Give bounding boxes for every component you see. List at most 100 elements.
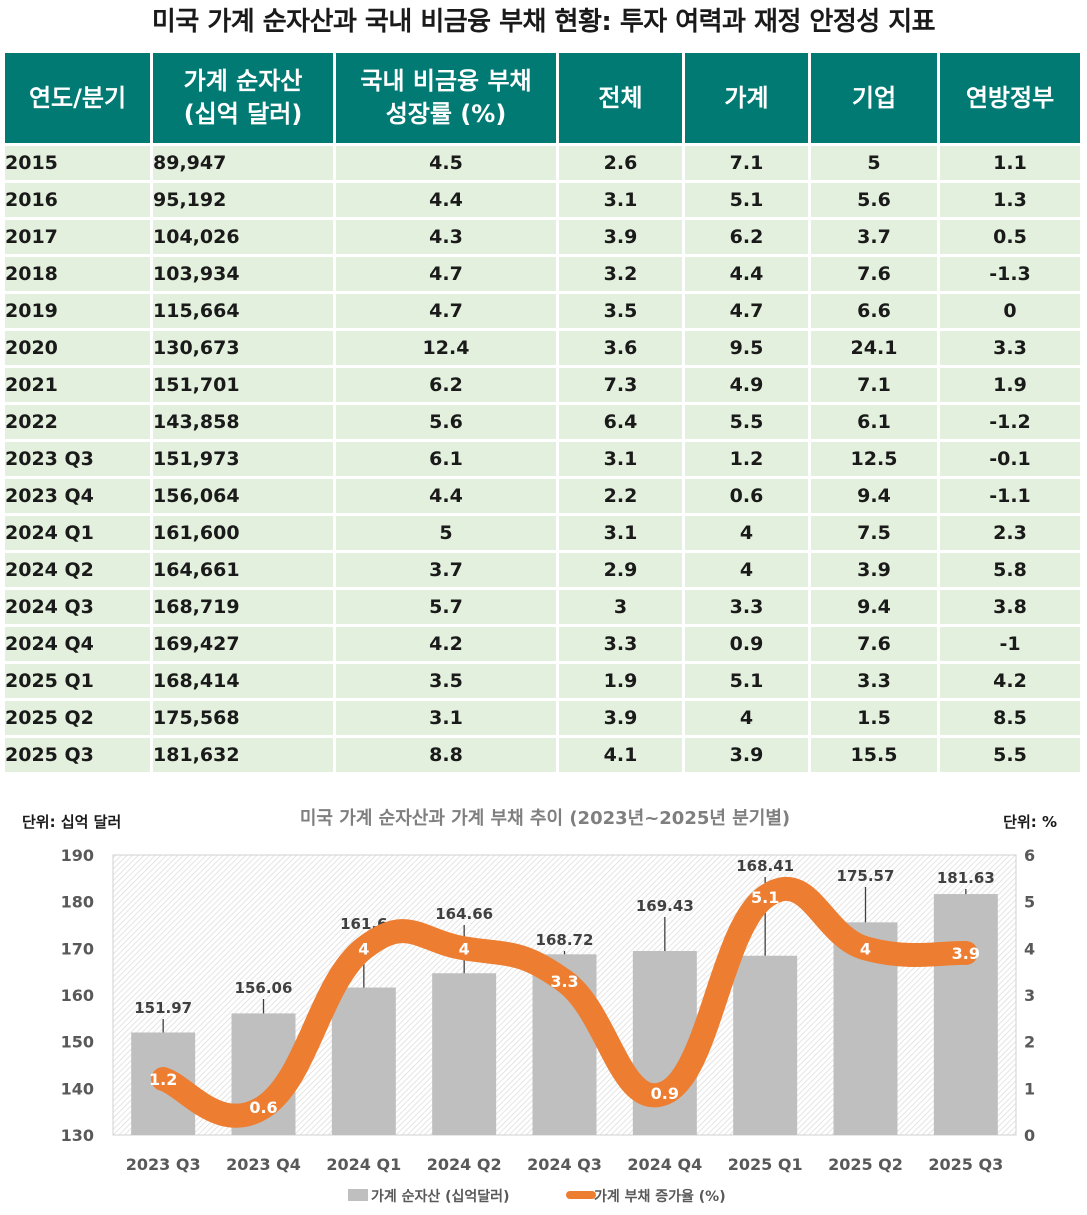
cell-business: 3.7 [811, 220, 937, 254]
cell-net-worth: 151,973 [153, 442, 333, 476]
cell-business: 9.4 [811, 479, 937, 513]
x-tick-label: 2024 Q1 [326, 1155, 401, 1174]
cell-debt-growth: 4.2 [336, 627, 556, 661]
cell-total: 3.9 [559, 701, 682, 735]
x-tick-label: 2025 Q3 [928, 1155, 1003, 1174]
cell-total: 3.5 [559, 294, 682, 328]
table-row: 2024 Q1 161,600 5 3.1 4 7.5 2.3 [5, 516, 1080, 550]
debt-growth-line [151, 877, 978, 1128]
line-data-label: 0.9 [651, 1084, 679, 1103]
cell-debt-growth: 5.7 [336, 590, 556, 624]
cell-business: 7.5 [811, 516, 937, 550]
cell-business: 7.1 [811, 368, 937, 402]
header-household: 가계 [685, 53, 808, 143]
chart-title: 미국 가계 순자산과 가계 부채 추이 (2023년~2025년 분기별) [300, 808, 790, 829]
cell-household: 6.2 [685, 220, 808, 254]
cell-federal: 0.5 [940, 220, 1080, 254]
bar-data-label: 175.57 [837, 867, 895, 885]
cell-federal: 1.1 [940, 146, 1080, 180]
cell-business: 5.6 [811, 183, 937, 217]
cell-total: 4.1 [559, 738, 682, 772]
cell-business: 15.5 [811, 738, 937, 772]
y-left-tick: 170 [61, 939, 94, 958]
bar-data-label: 168.41 [736, 857, 794, 875]
cell-debt-growth: 6.2 [336, 368, 556, 402]
cell-debt-growth: 6.1 [336, 442, 556, 476]
x-tick-label: 2025 Q1 [728, 1155, 803, 1174]
cell-year: 2015 [5, 146, 150, 180]
cell-business: 7.6 [811, 257, 937, 291]
cell-net-worth: 156,064 [153, 479, 333, 513]
unit-right: 단위: % [1003, 813, 1057, 831]
y-left-tick: 190 [61, 846, 94, 865]
cell-household: 0.9 [685, 627, 808, 661]
cell-federal: 4.2 [940, 664, 1080, 698]
cell-federal: 1.3 [940, 183, 1080, 217]
cell-business: 6.1 [811, 405, 937, 439]
table-body: 2015 89,947 4.5 2.6 7.1 5 1.1 2016 95,192 4.4 3.1 5… [5, 146, 1080, 772]
table-header-row: 연도/분기 가계 순자산 (십억 달러) 국내 비금융 부채 성장률 (%) 전… [5, 53, 1080, 143]
cell-business: 9.4 [811, 590, 937, 624]
cell-year: 2019 [5, 294, 150, 328]
cell-total: 3.1 [559, 183, 682, 217]
bar-net-worth [933, 894, 998, 1135]
cell-year: 2024 Q2 [5, 553, 150, 587]
legend-label-debt-growth: 가계 부채 증가율 (%) [594, 1188, 726, 1205]
cell-net-worth: 104,026 [153, 220, 333, 254]
bar-net-worth [331, 987, 396, 1135]
cell-federal: 3.3 [940, 331, 1080, 365]
x-tick-label: 2025 Q2 [828, 1155, 903, 1174]
y-left-tick: 160 [61, 986, 94, 1005]
bar-data-label: 169.43 [636, 897, 694, 915]
cell-federal: -1 [940, 627, 1080, 661]
cell-federal: 0 [940, 294, 1080, 328]
cell-net-worth: 151,701 [153, 368, 333, 402]
y-right-tick: 4 [1024, 939, 1035, 958]
cell-federal: 8.5 [940, 701, 1080, 735]
cell-debt-growth: 3.7 [336, 553, 556, 587]
cell-net-worth: 89,947 [153, 146, 333, 180]
cell-year: 2024 Q3 [5, 590, 150, 624]
cell-household: 5.5 [685, 405, 808, 439]
cell-household: 4.4 [685, 257, 808, 291]
cell-total: 2.2 [559, 479, 682, 513]
bar-data-label: 156.06 [235, 979, 293, 997]
y-right-tick: 3 [1024, 986, 1035, 1005]
cell-year: 2025 Q2 [5, 701, 150, 735]
cell-net-worth: 130,673 [153, 331, 333, 365]
cell-federal: 1.9 [940, 368, 1080, 402]
cell-total: 3 [559, 590, 682, 624]
cell-total: 6.4 [559, 405, 682, 439]
cell-household: 3.9 [685, 738, 808, 772]
header-debt-growth: 국내 비금융 부채 성장률 (%) [336, 53, 556, 143]
cell-year: 2020 [5, 331, 150, 365]
line-data-label: 3.9 [952, 944, 980, 963]
cell-household: 3.3 [685, 590, 808, 624]
header-net-worth: 가계 순자산 (십억 달러) [153, 53, 333, 143]
cell-federal: -0.1 [940, 442, 1080, 476]
cell-household: 7.1 [685, 146, 808, 180]
x-tick-label: 2023 Q3 [126, 1155, 201, 1174]
table-row: 2017 104,026 4.3 3.9 6.2 3.7 0.5 [5, 220, 1080, 254]
y-right-tick: 1 [1024, 1079, 1035, 1098]
cell-total: 7.3 [559, 368, 682, 402]
cell-household: 0.6 [685, 479, 808, 513]
cell-total: 3.9 [559, 220, 682, 254]
table-row: 2022 143,858 5.6 6.4 5.5 6.1 -1.2 [5, 405, 1080, 439]
y-right-tick: 6 [1024, 846, 1035, 865]
cell-debt-growth: 12.4 [336, 331, 556, 365]
bar-data-label: 168.72 [536, 931, 594, 949]
cell-household: 4 [685, 516, 808, 550]
cell-total: 2.9 [559, 553, 682, 587]
cell-net-worth: 168,719 [153, 590, 333, 624]
table-row: 2024 Q2 164,661 3.7 2.9 4 3.9 5.8 [5, 553, 1080, 587]
legend: 가계 순자산 (십억달러) 가계 부채 증가율 (%) [348, 1188, 726, 1205]
cell-household: 1.2 [685, 442, 808, 476]
cell-federal: 5.8 [940, 553, 1080, 587]
cell-federal: -1.3 [940, 257, 1080, 291]
cell-debt-growth: 4.3 [336, 220, 556, 254]
cell-debt-growth: 4.4 [336, 479, 556, 513]
data-table: 연도/분기 가계 순자산 (십억 달러) 국내 비금융 부채 성장률 (%) 전… [2, 50, 1083, 775]
cell-household: 4 [685, 701, 808, 735]
table-row: 2021 151,701 6.2 7.3 4.9 7.1 1.9 [5, 368, 1080, 402]
